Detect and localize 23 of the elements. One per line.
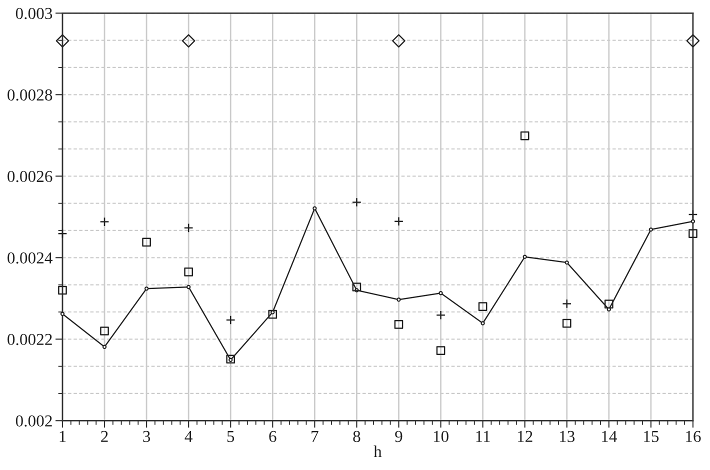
- x-axis-title: h: [374, 445, 382, 458]
- x-tick-label: 15: [644, 430, 659, 442]
- y-tick-label: 0.0022: [8, 334, 52, 346]
- x-tick-label: 5: [227, 431, 234, 442]
- y-tick-label: 0.002: [16, 415, 52, 427]
- x-tick-label: 2: [101, 430, 108, 442]
- y-tick-label: 0.003: [16, 8, 52, 20]
- x-tick-label: 8: [353, 430, 360, 442]
- x-tick-label: 11: [476, 430, 490, 442]
- x-tick-label: 1: [60, 430, 66, 442]
- x-tick-label: 16: [686, 430, 701, 442]
- x-tick-label: 7: [312, 431, 318, 442]
- x-tick-label: 12: [518, 430, 532, 442]
- x-tick-label: 9: [395, 430, 402, 442]
- y-tick-label: 0.0028: [8, 89, 52, 101]
- y-tick-label: 0.0024: [8, 252, 52, 264]
- x-tick-label: 4: [184, 430, 192, 442]
- x-tick-label: 10: [434, 430, 448, 442]
- y-tick-label: 0.0026: [8, 170, 52, 182]
- x-tick-label: 13: [560, 430, 575, 442]
- x-tick-label: 3: [143, 430, 150, 442]
- x-tick-label: 14: [602, 430, 617, 442]
- x-tick-label: 6: [269, 430, 276, 442]
